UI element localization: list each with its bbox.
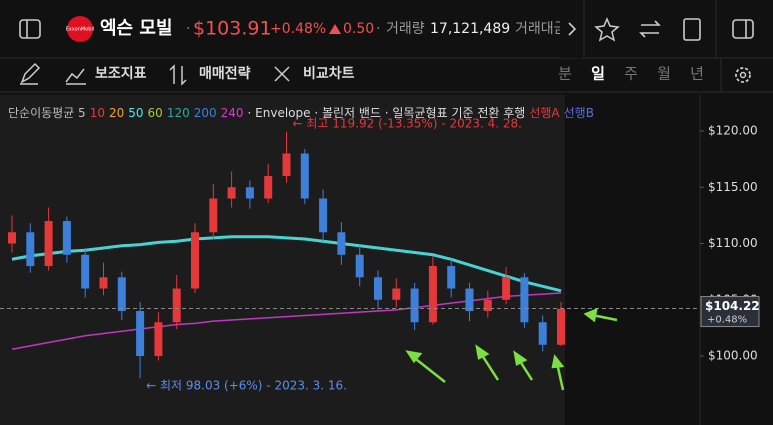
legend: 단순이동평균 5 10 20 50 60 120 200 240 · Envelope · 볼린…	[8, 105, 594, 120]
candle-body	[81, 254, 90, 289]
candle-body	[282, 153, 291, 177]
legend-item: 60	[148, 106, 163, 120]
logo	[67, 16, 93, 42]
period-tab[interactable]: 주	[624, 65, 638, 83]
period-tab[interactable]: 일	[591, 65, 605, 83]
change-pct: +0.48%	[270, 21, 326, 37]
legend-item: 20	[109, 106, 124, 120]
amount-label: 거래대금	[515, 21, 567, 37]
indicator-icon[interactable]	[65, 68, 86, 85]
candle-body	[502, 277, 511, 300]
price: $103.91	[193, 18, 272, 40]
indicators-btn[interactable]: 보조지표	[95, 66, 147, 82]
candle-body	[44, 221, 53, 267]
strategy-btn[interactable]: 매매전략	[199, 65, 251, 82]
band-fill	[0, 95, 565, 425]
logo-text: ExxonMobil	[66, 27, 94, 33]
volume-label: 거래량	[386, 21, 425, 37]
candle-body	[245, 187, 254, 199]
y-tick-label: $115.00	[708, 180, 758, 194]
price-tag-label: $104.22	[705, 299, 760, 313]
stock-name: 엑슨 모빌	[100, 18, 173, 39]
candle-body	[483, 299, 492, 312]
legend-item: 200	[194, 106, 217, 120]
compare-icon[interactable]	[274, 66, 290, 82]
change: 0.50	[343, 21, 374, 37]
candle-body	[264, 176, 273, 199]
candle-body	[374, 277, 382, 300]
legend-item: 선행B	[564, 105, 594, 120]
candle-body	[8, 232, 16, 244]
annotation: ← 최고 119.92 (-13.35%) - 2023. 4. 28.	[293, 116, 523, 130]
period-tab[interactable]: 월	[657, 65, 671, 83]
clipboard-icon[interactable]	[683, 18, 701, 41]
sidebar-icon[interactable]	[19, 19, 41, 39]
legend-item: 120	[167, 106, 190, 120]
compare-btn[interactable]: 비교차트	[303, 66, 355, 82]
legend-item: 선행A	[529, 105, 560, 120]
swap-icon[interactable]	[639, 20, 661, 38]
legend-item: 240	[221, 106, 244, 120]
candle-body	[520, 277, 529, 323]
candle-body	[337, 232, 346, 255]
strategy-icon[interactable]	[169, 64, 187, 86]
candle-body	[191, 232, 199, 289]
draw-icon[interactable]	[20, 62, 41, 85]
candle-body	[154, 322, 163, 357]
candle-body	[465, 288, 474, 312]
legend-item: · Envelope · 볼린저 밴드 · 일목균형표 기준 전환 후행	[248, 105, 526, 120]
sep: ·	[186, 21, 190, 37]
candle-body	[557, 308, 565, 345]
star-icon[interactable]	[594, 17, 620, 42]
y-tick-label: $120.00	[708, 124, 758, 138]
candle-body	[62, 221, 71, 255]
y-tick-label: $100.00	[708, 349, 758, 363]
indicator-line	[11, 235, 562, 293]
candle-body	[447, 266, 456, 289]
annotation: ← 최저 98.03 (+6%) - 2023. 3. 16.	[146, 379, 347, 393]
legend-item: 10	[90, 106, 105, 120]
candle-body	[99, 277, 108, 289]
panel-icon[interactable]	[732, 19, 754, 39]
legend-item: 50	[128, 106, 143, 120]
candle-body	[410, 288, 419, 323]
settings-icon	[739, 71, 747, 79]
up-triangle	[329, 24, 341, 34]
candle-body	[136, 311, 145, 357]
more-chevron[interactable]	[568, 22, 577, 36]
y-tick-label: $110.00	[708, 236, 758, 250]
candle-body	[117, 277, 126, 312]
settings-icon[interactable]	[735, 67, 751, 83]
arrows	[405, 307, 618, 391]
price-tag-change: +0.48%	[707, 315, 747, 326]
fade	[560, 0, 585, 58]
candle-body	[209, 198, 218, 233]
candle-body	[227, 187, 236, 199]
candle-body	[538, 322, 547, 345]
candle-body	[392, 288, 401, 300]
candle-body	[172, 288, 181, 323]
candle-body	[428, 266, 437, 323]
candle-body	[319, 198, 328, 233]
sep: ·	[376, 21, 380, 37]
volume: 17,121,489	[430, 21, 510, 37]
period-tab[interactable]: 분	[558, 65, 572, 83]
candle-body	[26, 232, 35, 267]
legend-item: 단순이동평균 5	[8, 106, 86, 120]
price-tag	[700, 296, 760, 328]
candle-body	[300, 153, 309, 199]
period-tab[interactable]: 년	[690, 65, 704, 83]
candle-body	[355, 254, 364, 278]
